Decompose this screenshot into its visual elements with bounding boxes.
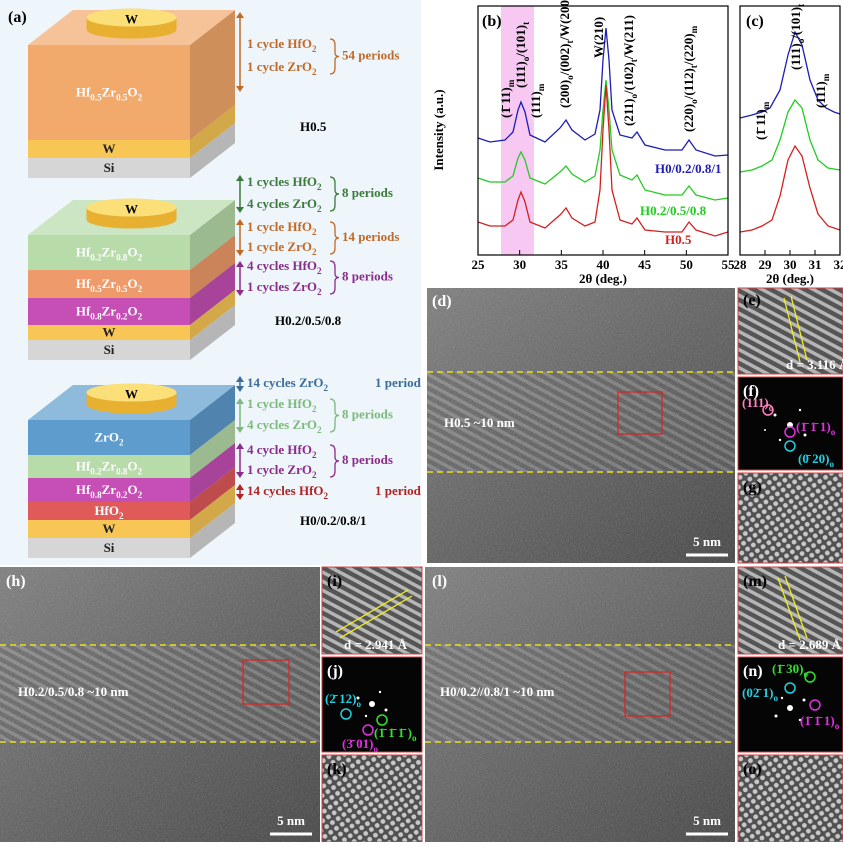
x-tick-label: 45 [638,257,652,272]
period-label: 8 periods [342,268,393,283]
tem-noise [425,567,735,842]
electrode-label: W [125,386,138,401]
d-spacing: d = 3.116 Å [786,357,843,372]
sample-label: H0.2/0.5/0.8 [640,203,707,218]
scale-label: 5 nm [693,534,721,549]
peak-label: (111)o/(101)t [788,4,806,70]
xrd-curve [740,146,840,232]
layer-label: Si [104,160,115,175]
period-label: 14 periods [342,229,399,244]
scale-label: 5 nm [693,813,721,828]
panel-label: (d) [432,293,452,310]
x-axis-label: 2θ (deg.) [766,271,814,286]
stack-label: H0/0.2/0.8/1 [300,513,366,528]
x-tick-label: 25 [472,257,486,272]
x-tick-label: 40 [597,257,610,272]
period-label: 1 period [375,375,422,390]
stack-label: H0.5 [300,119,327,134]
x-axis-label: 2θ (deg.) [579,271,627,286]
electrode-label: W [125,201,138,216]
layer-label: W [103,141,116,156]
panel-label: (e) [743,292,761,309]
layer-label: Si [104,540,115,555]
panel-label: (n) [743,663,763,680]
x-tick-label: 31 [809,257,822,272]
panel-label: (o) [743,761,762,778]
x-tick-label: 32 [834,257,843,272]
electrode-label: W [125,11,138,26]
panel-label: (g) [743,479,762,496]
period-label: 8 periods [342,452,393,467]
stack-label: H0.2/0.5/0.8 [275,313,342,328]
y-axis-label: Intensity (a.u.) [431,89,446,170]
tem-caption: H0.2/0.5/0.8 ~10 nm [18,684,129,699]
period-label: 54 periods [342,47,399,62]
panel-label: (i) [327,573,342,590]
d-spacing: d = 2.689 Å [778,637,842,652]
layer-label: W [103,521,116,536]
panel-label: (h) [6,573,26,590]
x-tick-label: 30 [513,257,526,272]
panel-label: (a) [8,9,27,26]
period-label: 8 periods [342,185,393,200]
tem-caption: H0.5 ~10 nm [444,415,515,430]
peak-label: W(210) [591,17,606,58]
panel-label: (c) [746,13,764,30]
panel-label: (j) [327,663,343,680]
sample-label: H0.5 [665,232,692,247]
panel-label: (l) [432,573,447,590]
x-tick-label: 29 [759,257,773,272]
x-tick-label: 35 [555,257,569,272]
peak-label: (1̄ 11)m [753,101,771,140]
d-spacing: d = 2.941 Å [344,637,408,652]
period-label: 1 period [375,483,422,498]
scale-label: 5 nm [277,813,305,828]
peak-label: (111)m [813,73,831,108]
sample-label: H0/0.2/0.8/1 [655,161,721,176]
x-tick-label: 28 [734,257,748,272]
panel-label: (b) [482,13,502,30]
layer-label: Si [104,342,115,357]
x-tick-label: 50 [680,257,693,272]
tem-caption: H0/0.2//0.8/1 ~10 nm [440,684,555,699]
layer-label: W [103,324,116,339]
period-label: 8 periods [342,406,393,421]
panel-label: (k) [327,761,347,778]
x-tick-label: 30 [784,257,797,272]
panel-label: (m) [743,573,767,590]
